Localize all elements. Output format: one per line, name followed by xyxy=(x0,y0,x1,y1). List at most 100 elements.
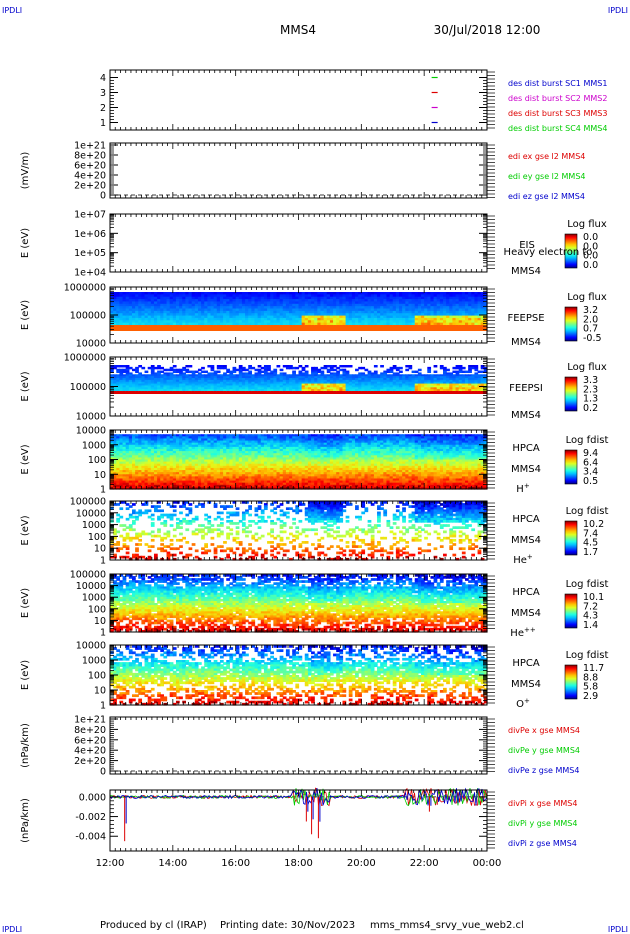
colorbar-p8 xyxy=(565,594,577,628)
y-axis-label-p7: E (eV) xyxy=(20,515,31,545)
colorbar-p4 xyxy=(565,307,577,341)
y-tick-label: 1000 xyxy=(82,593,106,604)
y-axis-label-p8: E (eV) xyxy=(20,588,31,618)
panel-frame-p3 xyxy=(110,214,487,272)
y-tick-label: 1000 xyxy=(82,440,106,451)
instrument-label-p9: HPCA xyxy=(512,658,540,669)
panel-p7: Log fdist10.27.44.51.7HPCAMMS4He+1000001… xyxy=(20,497,608,567)
legend-entry: des dist burst SC2 MMS2 xyxy=(508,94,607,103)
panel-p10: divPe x gse MMS4 divPe y gse MMS4 divPe z … xyxy=(20,715,580,778)
legend-entry: divPe y gse MMS4 xyxy=(508,746,580,755)
y-tick-label: 0 xyxy=(100,767,106,778)
spacecraft-label-p4: MMS4 xyxy=(511,337,541,348)
legend-entry: edi ez gse l2 MMS4 xyxy=(508,192,585,201)
y-tick-label: 10 xyxy=(94,686,106,697)
y-tick-label: 100 xyxy=(88,671,106,682)
y-axis-label-p3: E (eV) xyxy=(20,228,31,258)
panel-p5: Log flux3.32.31.30.2FEEPSIMMS41000000100… xyxy=(20,353,607,423)
colorbar-p7 xyxy=(565,521,577,555)
y-axis-label-p5: E (eV) xyxy=(20,371,31,401)
y-tick-label: 6e+20 xyxy=(74,735,106,746)
colorbar-tick-label: 0.2 xyxy=(583,403,598,414)
time-axis: 12:00 14:00 16:00 18:00 20:00 22:00 00:00 xyxy=(96,858,502,869)
legend-entry: divPe z gse MMS4 xyxy=(508,766,579,775)
y-axis-label-p11: (nPa/km) xyxy=(20,798,31,843)
y-tick-label: 3 xyxy=(100,88,106,99)
y-tick-label: 100000 xyxy=(70,382,106,393)
spectrogram-p6 xyxy=(110,434,488,489)
x-tick-label: 18:00 xyxy=(284,858,313,869)
colorbar-title-p4: Log flux xyxy=(567,292,607,303)
plot-datetime: 30/Jul/2018 12:00 xyxy=(434,23,541,37)
spectrogram-p9 xyxy=(110,645,488,706)
panel-p1: des dist burst SC1 MMS1 des dist burst SC… xyxy=(100,70,607,133)
y-tick-label: 10000 xyxy=(76,426,106,437)
y-tick-label: 1e+07 xyxy=(74,210,106,221)
colorbar-tick-label: 0.5 xyxy=(583,476,598,487)
y-tick-label: 100000 xyxy=(70,570,106,581)
spacecraft-label-p7: MMS4 xyxy=(511,535,541,546)
spacecraft-label-p3: MMS4 xyxy=(511,266,541,277)
y-tick-label: 1 xyxy=(100,628,106,639)
x-tick-label: 16:00 xyxy=(221,858,250,869)
y-tick-label: 1 xyxy=(100,485,106,496)
legend-entry: des dist burst SC1 MMS1 xyxy=(508,79,607,88)
y-tick-label: 1e+05 xyxy=(74,248,106,259)
colorbar-tick-label: 1.7 xyxy=(583,547,598,558)
x-tick-label: 12:00 xyxy=(96,858,125,869)
instrument-label-p7: HPCA xyxy=(512,514,540,525)
spectrogram-p4 xyxy=(110,292,488,331)
y-tick-label: 10000 xyxy=(76,641,106,652)
species-label-p7: He+ xyxy=(513,553,533,566)
panel-frame-p2 xyxy=(110,143,487,198)
instrument-label-p5: FEEPSI xyxy=(509,383,543,394)
corner-label-tr: IPDLI xyxy=(608,6,628,15)
y-tick-label: 10 xyxy=(94,616,106,627)
spacecraft-label-p8: MMS4 xyxy=(511,608,541,619)
species-label-p9: O+ xyxy=(516,697,530,710)
y-tick-label: 1e+21 xyxy=(74,715,106,726)
colorbar-title-p5: Log flux xyxy=(567,362,607,373)
panel-frame-p10 xyxy=(110,717,487,774)
spectrogram-p5 xyxy=(110,365,488,394)
y-tick-label: 100000 xyxy=(70,497,106,508)
corner-label-tl: IPDLI xyxy=(2,6,22,15)
colorbar-tick-label: -0.5 xyxy=(583,333,602,344)
spacecraft-label-p5: MMS4 xyxy=(511,410,541,421)
colorbar-title-p8: Log fdist xyxy=(566,579,609,590)
spacecraft-label-p6: MMS4 xyxy=(511,464,541,475)
footer-produced-by: Produced by cl (IRAP) xyxy=(100,920,207,931)
overlay-label-p3: Heavy electron to xyxy=(504,247,593,258)
colorbar-tick-label: 0.0 xyxy=(583,260,598,271)
panel-p8: Log fdist10.17.24.31.4HPCAMMS4He++100000… xyxy=(20,570,608,640)
y-axis-label-p9: E (eV) xyxy=(20,660,31,690)
y-tick-label: 1000000 xyxy=(64,283,106,294)
y-tick-label: 4 xyxy=(100,73,106,84)
y-tick-label: 1e+06 xyxy=(74,229,106,240)
y-tick-label: 1000 xyxy=(82,656,106,667)
x-tick-label: 22:00 xyxy=(410,858,439,869)
species-label-p6: H+ xyxy=(516,482,530,495)
y-tick-label: 10000 xyxy=(76,581,106,592)
x-tick-label: 14:00 xyxy=(158,858,187,869)
y-tick-label: 0.000 xyxy=(79,792,106,803)
y-tick-label: 100 xyxy=(88,455,106,466)
y-tick-label: 4e+20 xyxy=(74,746,106,757)
spacecraft-label-p9: MMS4 xyxy=(511,679,541,690)
y-axis-label-p6: E (eV) xyxy=(20,444,31,474)
instrument-label-p8: HPCA xyxy=(512,587,540,598)
species-label-p8: He++ xyxy=(510,626,536,639)
corner-label-bl: IPDLI xyxy=(2,925,22,934)
legend-entry: divPe x gse MMS4 xyxy=(508,726,580,735)
y-tick-label: 100 xyxy=(88,604,106,615)
legend-entry: des dist burst SC3 MMS3 xyxy=(508,109,607,118)
y-tick-label: 2 xyxy=(100,103,106,114)
legend-entry: divPi x gse MMS4 xyxy=(508,799,577,808)
y-tick-label: 10000 xyxy=(76,412,106,423)
legend-entry: edi ex gse l2 MMS4 xyxy=(508,152,585,161)
spectrogram-p8 xyxy=(110,574,488,633)
